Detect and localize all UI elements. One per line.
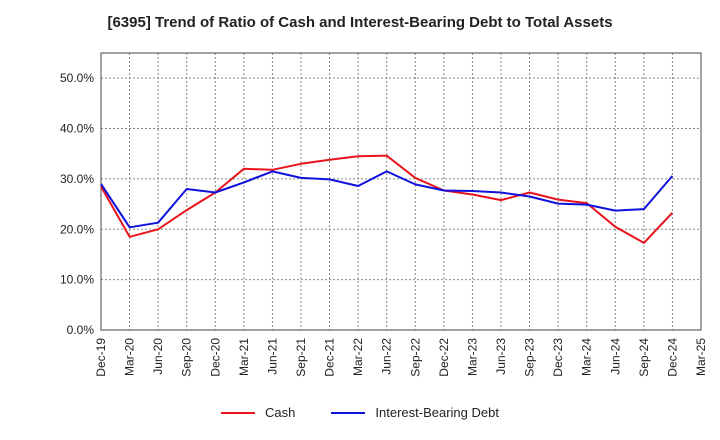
legend: Cash Interest-Bearing Debt [0, 405, 720, 420]
x-tick-label: Dec-19 [94, 338, 108, 377]
legend-label-interest-bearing-debt: Interest-Bearing Debt [375, 405, 499, 420]
x-tick-label: Sep-23 [523, 338, 537, 377]
x-tick-label: Sep-24 [637, 338, 651, 377]
series-line-interest-bearing-debt [100, 170, 674, 229]
x-tick-label: Mar-20 [123, 338, 137, 376]
x-tick-label: Dec-21 [323, 338, 337, 377]
x-tick-label: Jun-22 [380, 338, 394, 375]
y-tick-label: 20.0% [60, 222, 94, 236]
x-tick-label: Mar-24 [580, 338, 594, 376]
x-tick-label: Sep-21 [294, 338, 308, 377]
x-tick-label: Dec-20 [208, 338, 222, 377]
x-tick-label: Jun-24 [608, 338, 622, 375]
legend-swatch-cash [221, 411, 256, 414]
legend-item-cash[interactable]: Cash [221, 405, 295, 420]
y-tick-label: 10.0% [60, 273, 94, 287]
x-tick-label: Jun-21 [265, 338, 279, 375]
x-tick-label: Sep-22 [408, 338, 422, 377]
series-layer [100, 154, 674, 244]
plot-frame [100, 52, 702, 331]
y-tick-label: 30.0% [60, 172, 94, 186]
chart-title: [6395] Trend of Ratio of Cash and Intere… [107, 14, 613, 31]
x-tick-label: Dec-23 [551, 338, 565, 377]
axes-layer [100, 52, 702, 331]
grid-layer [101, 53, 701, 330]
y-tick-label: 50.0% [60, 71, 94, 85]
y-tick-labels: 0.0% 10.0% 20.0% 30.0% 40.0% 50.0% [60, 71, 94, 337]
x-tick-label: Jun-23 [494, 338, 508, 375]
x-tick-label: Mar-22 [351, 338, 365, 376]
legend-swatch-interest-bearing-debt [331, 411, 366, 414]
legend-label-cash: Cash [265, 405, 296, 420]
x-tick-label: Mar-25 [694, 338, 708, 376]
series-line-cash [100, 154, 674, 244]
legend-item-interest-bearing-debt[interactable]: Interest-Bearing Debt [331, 405, 499, 420]
x-tick-label: Mar-23 [465, 338, 479, 376]
y-tick-label: 0.0% [67, 323, 95, 337]
x-tick-label: Mar-21 [237, 338, 251, 376]
x-tick-label: Jun-20 [151, 338, 165, 375]
y-tick-label: 40.0% [60, 122, 94, 136]
x-tick-label: Dec-22 [437, 338, 451, 377]
x-tick-label: Dec-24 [665, 338, 679, 377]
x-tick-label: Sep-20 [180, 338, 194, 377]
x-tick-labels: Dec-19 Mar-20 Jun-20 Sep-20 Dec-20 Mar-21 Jun-… [94, 338, 708, 377]
